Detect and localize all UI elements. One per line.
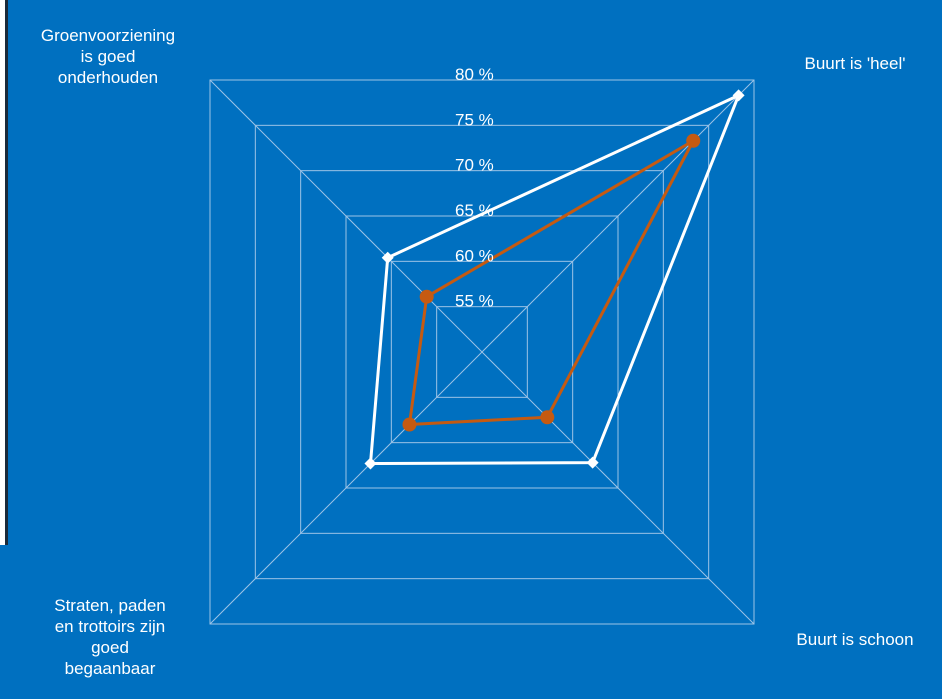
grid-spoke-1	[481, 79, 755, 353]
grid-spoke-3	[209, 351, 483, 625]
grid-spoke-2	[481, 351, 755, 625]
left-edge-strip	[0, 0, 5, 545]
series-0-point-0	[381, 251, 394, 264]
axis-label-straten-begaanbaar: Straten, paden en trottoirs zijn goed be…	[54, 596, 166, 678]
tick-label-75: 75 %	[455, 110, 494, 129]
radar-series	[364, 89, 745, 470]
series-0-point-1	[732, 89, 745, 102]
axis-label-buurt-heel: Buurt is 'heel'	[804, 54, 906, 73]
series-1-point-2	[540, 410, 555, 425]
grid-spoke-0	[209, 79, 483, 353]
tick-label-70: 70 %	[455, 156, 494, 175]
series-1-point-3	[402, 417, 417, 432]
axis-label-buurt-schoon: Buurt is schoon	[796, 630, 914, 649]
tick-label-55: 55 %	[455, 292, 494, 311]
series-1-point-0	[419, 289, 434, 304]
grid-ring-75	[254, 124, 710, 580]
series-1-point-1	[686, 133, 701, 148]
left-edge-shadow	[5, 0, 8, 545]
series-0-point-2	[586, 456, 599, 469]
tick-label-80: 80 %	[455, 65, 494, 84]
grid-ring-70	[300, 170, 664, 534]
axis-label-groenvoorziening: Groenvoorziening is goed onderhouden	[40, 26, 176, 87]
series-0-point-3	[364, 457, 377, 470]
grid-ring-55	[436, 306, 528, 398]
grid-ring-60	[390, 260, 574, 444]
tick-label-65: 65 %	[455, 201, 494, 220]
grid-ring-80	[209, 79, 755, 625]
grid-ring-65	[345, 215, 619, 489]
tick-label-60: 60 %	[455, 246, 494, 265]
radar-tick-labels: 55 % 60 % 65 % 70 % 75 % 80 %	[455, 65, 494, 311]
radar-grid	[209, 79, 755, 625]
